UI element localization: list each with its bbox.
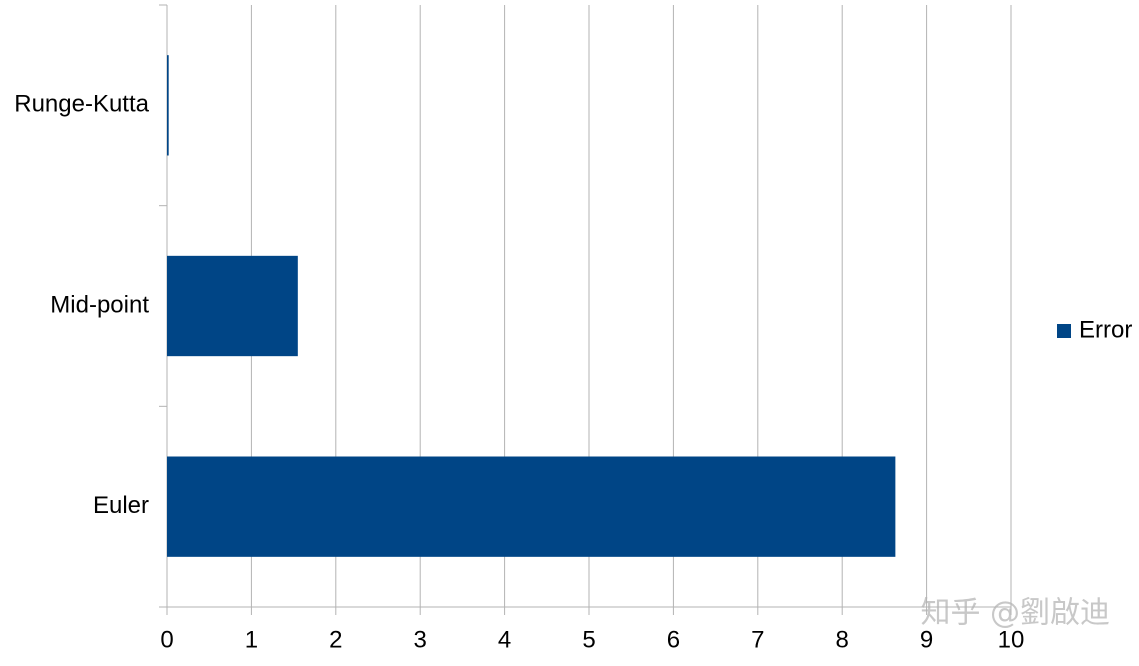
bar xyxy=(167,255,298,357)
x-tick-label: 8 xyxy=(836,626,849,653)
x-tick-label: 6 xyxy=(667,626,680,653)
x-tick-label: 5 xyxy=(582,626,595,653)
x-tick-label: 1 xyxy=(245,626,258,653)
x-tick-label: 10 xyxy=(998,626,1025,653)
x-tick-label: 2 xyxy=(329,626,342,653)
x-tick-label: 7 xyxy=(751,626,764,653)
x-tick-label: 0 xyxy=(160,626,173,653)
x-tick-label: 4 xyxy=(498,626,511,653)
legend-swatch xyxy=(1057,324,1071,338)
x-tick-label: 3 xyxy=(414,626,427,653)
legend-label: Error xyxy=(1079,316,1132,343)
y-tick-label: Runge-Kutta xyxy=(14,91,149,118)
bar xyxy=(167,55,169,156)
x-tick-label: 9 xyxy=(920,626,933,653)
bar xyxy=(167,456,896,557)
y-tick-label: Euler xyxy=(93,492,149,519)
watermark: 知乎 @劉啟迪 xyxy=(920,596,1110,631)
y-tick-label: Mid-point xyxy=(50,291,149,318)
